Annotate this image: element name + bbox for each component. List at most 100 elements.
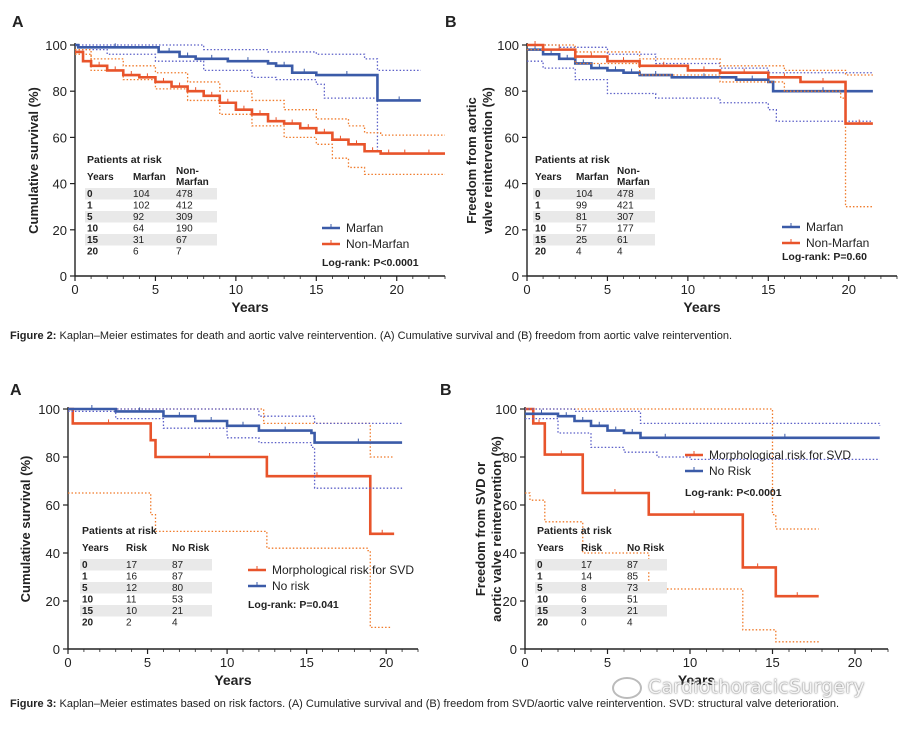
confidence-band-upper — [525, 408, 881, 426]
risk-table-cell: 53 — [172, 595, 184, 606]
risk-table-cell: 0 — [537, 560, 543, 571]
survival-curve — [68, 407, 395, 536]
risk-table-cell: 15 — [82, 606, 94, 617]
wechat-icon — [612, 676, 642, 699]
risk-table: Patients at risk Years Risk No Risk 0 17 87 1 14… — [535, 525, 667, 629]
y-tick-label: 20 — [53, 223, 67, 238]
risk-table-cell: 0 — [581, 618, 587, 629]
legend-label: Non-Marfan — [346, 237, 409, 251]
risk-table-cell: 20 — [535, 247, 547, 258]
risk-table-row-bg — [533, 211, 655, 223]
risk-table-cell: 7 — [176, 247, 182, 258]
risk-table-cell: 8 — [581, 583, 587, 594]
watermark-text: CardiothoracicSurgery — [648, 676, 865, 698]
risk-table-cell: 15 — [87, 235, 99, 246]
risk-table-cell: 67 — [176, 235, 188, 246]
legend: Morphological risk for SVD No Risk — [685, 448, 851, 478]
risk-table-header: Marfan — [133, 172, 166, 183]
risk-table-cell: 307 — [617, 212, 634, 223]
risk-table-cell: 104 — [133, 189, 150, 200]
logrank-text: Log-rank: P<0.0001 — [322, 257, 419, 269]
risk-table-cell: 412 — [176, 201, 193, 212]
y-tick-label: 40 — [53, 177, 67, 192]
legend: Morphological risk for SVD No risk — [248, 563, 414, 593]
x-axis-label: Years — [214, 672, 252, 688]
risk-table: Patients at risk Years Marfan Non-Marfan 0 10… — [533, 154, 655, 258]
risk-table-cell: 14 — [581, 572, 593, 583]
series-non-marfan — [75, 48, 445, 176]
y-tick-label: 80 — [46, 450, 60, 465]
series-morphological-risk-for-svd — [525, 407, 819, 643]
risk-table-cell: 190 — [176, 224, 193, 235]
risk-table: Patients at risk Years Risk No Risk 0 17 87 1 16… — [80, 525, 212, 629]
x-axis-label: Years — [678, 672, 716, 688]
y-tick-label: 0 — [53, 642, 60, 657]
risk-table-cell: 5 — [82, 583, 88, 594]
series-no-risk — [525, 408, 881, 461]
risk-table-cell: 4 — [627, 618, 633, 629]
x-tick-label: 5 — [144, 655, 151, 670]
x-tick-label: 20 — [848, 655, 862, 670]
risk-table-cell: 57 — [576, 224, 588, 235]
x-tick-label: 20 — [390, 282, 404, 297]
legend: Marfan Non-Marfan — [322, 221, 409, 251]
risk-table-title: Patients at risk — [535, 154, 610, 166]
x-tick-label: 0 — [64, 655, 71, 670]
risk-table-cell: 10 — [537, 595, 549, 606]
x-tick-label: 10 — [681, 282, 695, 297]
risk-table-header: Years — [87, 172, 114, 183]
y-tick-label: 100 — [45, 38, 67, 53]
figure-2-caption-label: Figure 2: — [10, 330, 57, 342]
y-tick-label: 100 — [497, 38, 519, 53]
risk-table-header: Years — [537, 543, 564, 554]
risk-table-cell: 309 — [176, 212, 193, 223]
risk-table-cell: 73 — [627, 583, 639, 594]
figure-2-caption: Figure 2: Kaplan–Meier estimates for dea… — [10, 328, 890, 344]
risk-table-header: Risk — [581, 543, 603, 554]
risk-table-cell: 25 — [576, 235, 588, 246]
risk-table-cell: 0 — [87, 189, 93, 200]
risk-table-cell: 99 — [576, 201, 588, 212]
risk-table-cell: 20 — [82, 618, 94, 629]
risk-table-header: Non-Marfan — [176, 166, 209, 188]
risk-table-row-bg — [535, 559, 667, 571]
risk-table-cell: 85 — [627, 572, 639, 583]
y-tick-label: 0 — [512, 269, 519, 284]
risk-table-cell: 6 — [133, 247, 139, 258]
y-tick-label: 0 — [510, 642, 517, 657]
panel-label: A — [10, 382, 22, 399]
survival-curve — [75, 50, 445, 155]
y-tick-label: 60 — [53, 130, 67, 145]
risk-table-row-bg — [533, 188, 655, 200]
risk-table-cell: 0 — [82, 560, 88, 571]
risk-table-row-bg — [80, 582, 212, 594]
risk-table-cell: 4 — [576, 247, 582, 258]
y-tick-label: 0 — [60, 269, 67, 284]
risk-table-cell: 2 — [126, 618, 132, 629]
risk-table-cell: 16 — [126, 572, 138, 583]
legend-label: Morphological risk for SVD — [709, 448, 851, 462]
x-tick-label: 10 — [220, 655, 234, 670]
risk-table-row-bg — [80, 605, 212, 617]
risk-table-cell: 20 — [537, 618, 549, 629]
risk-table-cell: 177 — [617, 224, 634, 235]
risk-table-cell: 10 — [126, 606, 138, 617]
risk-table-header: No Risk — [627, 543, 665, 554]
x-tick-label: 5 — [604, 655, 611, 670]
confidence-band-lower — [527, 60, 873, 122]
legend-label: Marfan — [346, 221, 383, 235]
risk-table-cell: 51 — [627, 595, 639, 606]
risk-table-cell: 5 — [535, 212, 541, 223]
risk-table-cell: 104 — [576, 189, 593, 200]
risk-table-cell: 17 — [126, 560, 138, 571]
legend-label: No Risk — [709, 464, 752, 478]
risk-table-cell: 81 — [576, 212, 588, 223]
y-tick-label: 40 — [503, 546, 517, 561]
risk-table-cell: 10 — [87, 224, 99, 235]
risk-table-row-bg — [85, 234, 217, 246]
figure-3-caption-label: Figure 3: — [10, 698, 57, 710]
y-tick-label: 80 — [503, 450, 517, 465]
risk-table-cell: 0 — [535, 189, 541, 200]
y-tick-label: 40 — [46, 546, 60, 561]
series-no-risk — [68, 405, 403, 489]
